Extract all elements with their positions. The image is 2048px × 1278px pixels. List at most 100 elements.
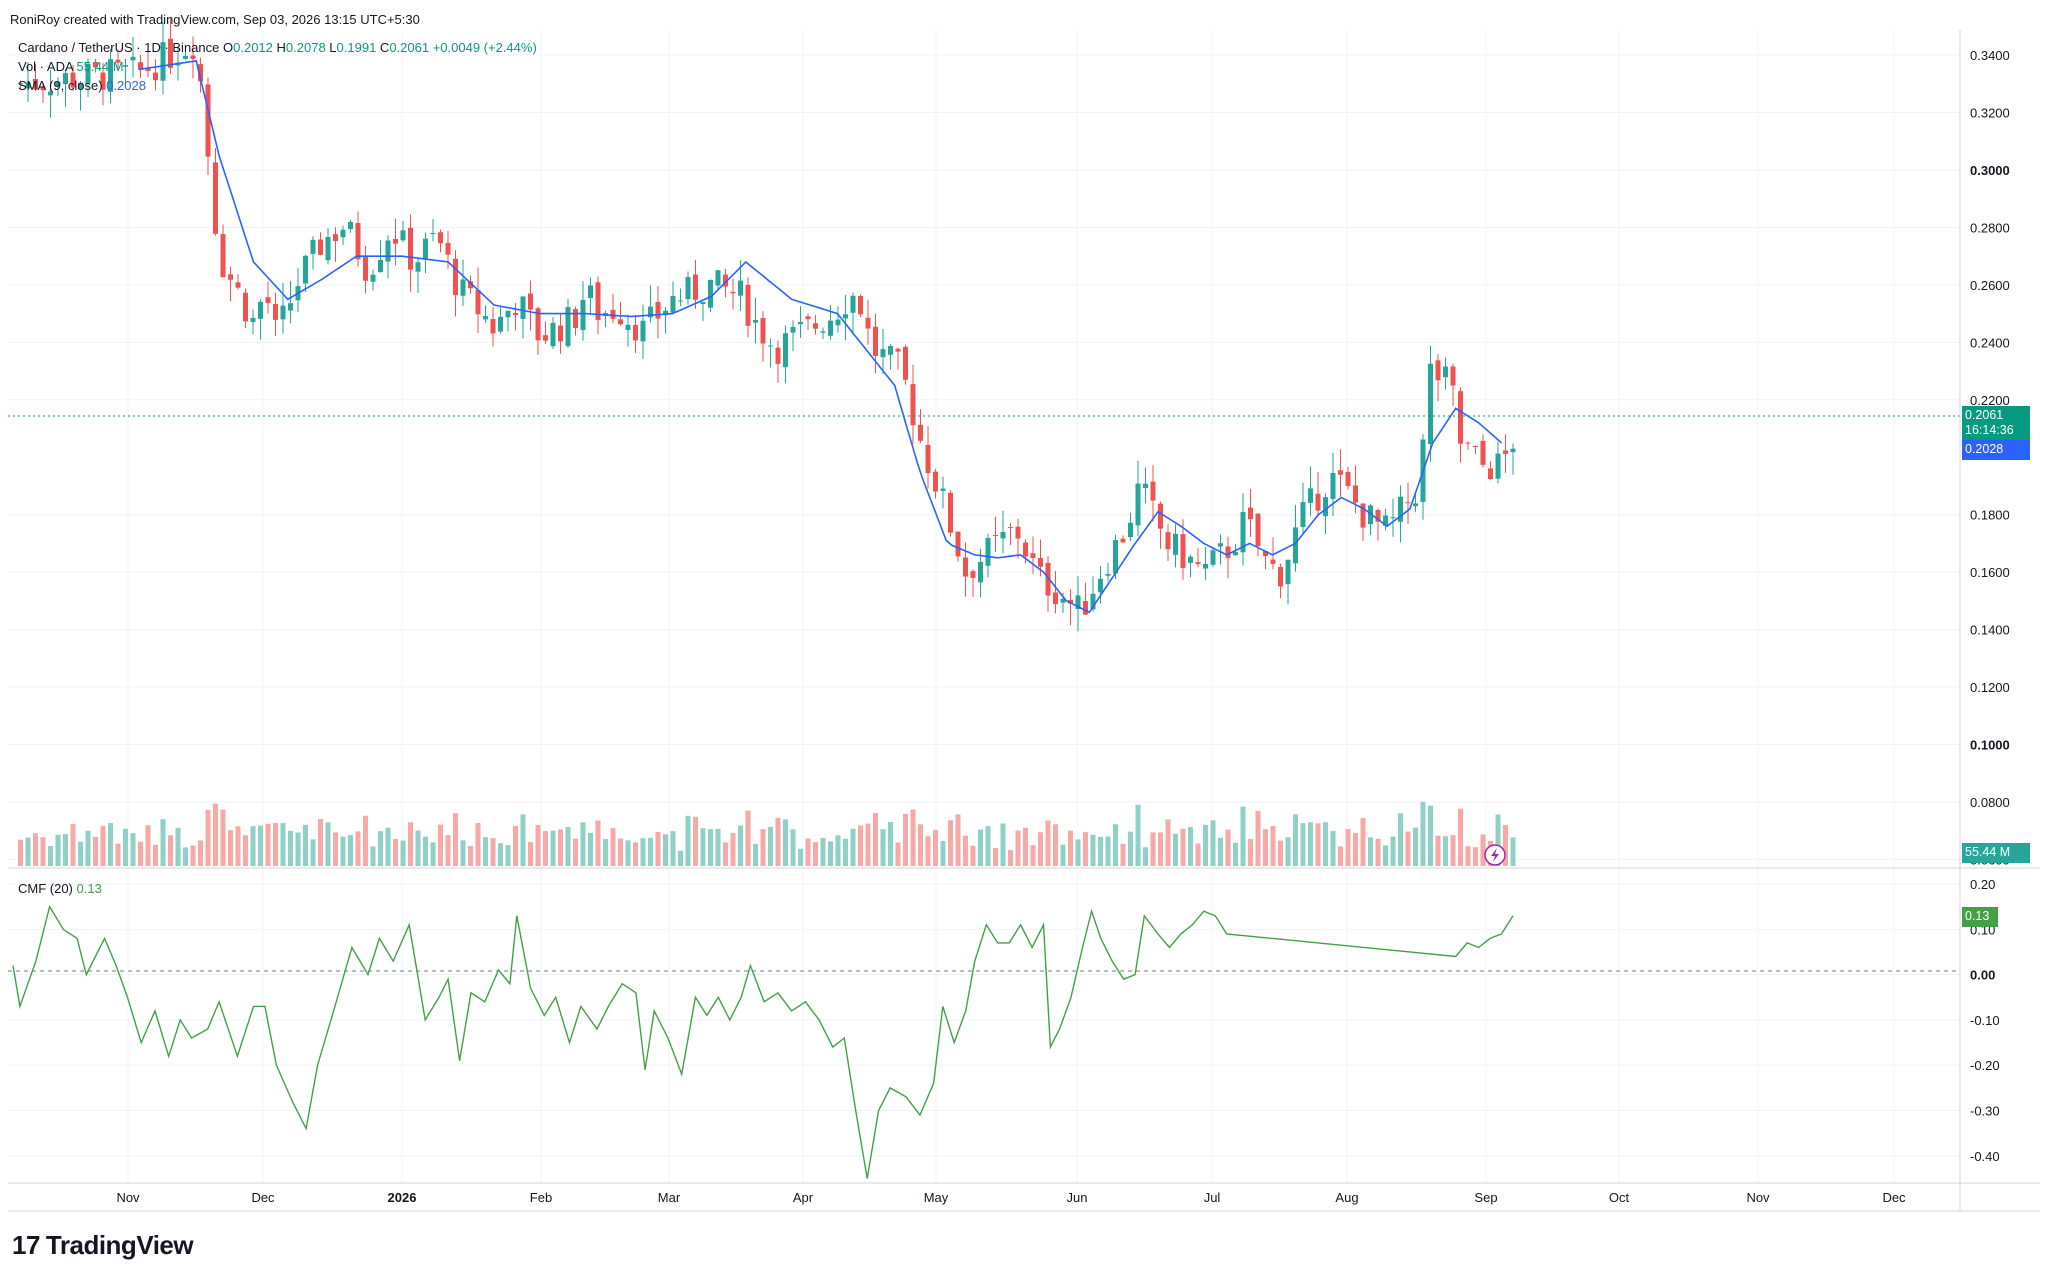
volume-bar bbox=[865, 823, 871, 866]
volume-bar bbox=[483, 837, 488, 866]
candle-body bbox=[1030, 553, 1036, 559]
volume-bar bbox=[400, 840, 406, 866]
candle-body bbox=[333, 234, 338, 241]
candle-body bbox=[1045, 562, 1051, 596]
sma-legend[interactable]: SMA (9, close) 0.2028 bbox=[18, 78, 146, 93]
candle-body bbox=[768, 345, 773, 347]
candle-body bbox=[303, 255, 308, 284]
volume-bar bbox=[550, 830, 556, 866]
volume-bar bbox=[1368, 837, 1373, 866]
candle-body bbox=[310, 239, 316, 254]
candle-body bbox=[535, 308, 541, 341]
volume-bar bbox=[1330, 830, 1336, 866]
chart-grid bbox=[8, 30, 1960, 1183]
volume-bar bbox=[730, 832, 736, 866]
volume-bar bbox=[1285, 837, 1291, 866]
volume-bar bbox=[385, 827, 391, 866]
candle-body bbox=[1173, 533, 1178, 555]
symbol-legend[interactable]: Cardano / TetherUS · 1D · Binance O0.201… bbox=[18, 40, 537, 55]
candle-body bbox=[153, 72, 158, 81]
candle-body bbox=[985, 538, 991, 566]
high-value: 0.2078 bbox=[285, 40, 326, 55]
lightning-icon[interactable] bbox=[1484, 844, 1506, 866]
candle-body bbox=[783, 333, 788, 368]
volume-bar bbox=[378, 831, 383, 866]
candle-body bbox=[18, 83, 23, 85]
price-tick-label: 0.1200 bbox=[1970, 680, 2010, 695]
volume-bar bbox=[543, 831, 548, 866]
volume-bar bbox=[558, 829, 563, 866]
candle-body bbox=[1495, 453, 1501, 479]
candle-body bbox=[955, 531, 961, 557]
candle-body bbox=[1300, 502, 1306, 528]
candle-body bbox=[918, 424, 923, 441]
candle-body bbox=[520, 296, 526, 319]
volume-bar bbox=[1255, 810, 1261, 866]
current-price-value: 0.2061 bbox=[1965, 408, 2004, 422]
candle-body bbox=[250, 317, 256, 323]
candle-body bbox=[505, 310, 511, 318]
cmf-tick-label: 0.20 bbox=[1970, 877, 1995, 892]
volume-bar bbox=[415, 830, 421, 866]
volume-legend[interactable]: Vol · ADA 55.44 M bbox=[18, 59, 124, 74]
volume-bar bbox=[535, 824, 541, 866]
candle-body bbox=[1443, 366, 1448, 378]
volume-bar bbox=[693, 816, 698, 866]
tradingview-logo-mark: 17 bbox=[12, 1230, 40, 1260]
price-tick-label: 0.2400 bbox=[1970, 335, 2010, 350]
volume-bar bbox=[1465, 846, 1471, 866]
volume-bar bbox=[708, 829, 713, 866]
volume-bar bbox=[70, 823, 76, 866]
price-tick-label: 0.1000 bbox=[1970, 737, 2010, 752]
volume-bar bbox=[843, 838, 848, 866]
candle-body bbox=[1330, 473, 1336, 499]
candle-body bbox=[588, 285, 593, 299]
candle-body bbox=[1210, 550, 1216, 565]
volume-bar bbox=[40, 837, 46, 866]
cmf-line bbox=[12, 904, 1514, 1179]
candle-body bbox=[1405, 502, 1411, 504]
candle-body bbox=[145, 67, 151, 72]
volume-bar bbox=[1263, 829, 1268, 866]
candle-body bbox=[663, 310, 668, 316]
volume-bar bbox=[228, 830, 233, 866]
volume-bar bbox=[340, 836, 346, 866]
volume-bar bbox=[1480, 834, 1486, 866]
candle-body bbox=[460, 279, 466, 296]
cmf-legend[interactable]: CMF (20) 0.13 bbox=[18, 881, 102, 896]
volume-bar bbox=[1195, 843, 1201, 866]
candle-body bbox=[820, 331, 826, 333]
candle-body bbox=[1008, 527, 1013, 529]
volume-bar bbox=[1030, 845, 1036, 866]
candle-body bbox=[685, 277, 691, 300]
candle-body bbox=[490, 318, 496, 334]
candle-body bbox=[1233, 552, 1238, 556]
candle-body bbox=[1225, 546, 1231, 559]
volume-bar bbox=[295, 832, 301, 866]
candle-body bbox=[1398, 496, 1403, 522]
candle-body bbox=[753, 320, 758, 323]
time-tick-label: Feb bbox=[530, 1190, 552, 1205]
time-tick-label: Apr bbox=[793, 1190, 814, 1205]
volume-bar bbox=[1173, 833, 1178, 866]
symbol-name[interactable]: Cardano / TetherUS · 1D · Binance bbox=[18, 40, 220, 55]
volume-bar bbox=[678, 850, 683, 866]
volume-bar bbox=[280, 823, 286, 866]
volume-tag: 55.44 M bbox=[1962, 843, 2030, 863]
low-label: L bbox=[329, 40, 337, 55]
volume-bar bbox=[445, 835, 451, 866]
volume-bar bbox=[430, 842, 436, 866]
tradingview-logo[interactable]: 17 TradingView bbox=[12, 1230, 194, 1261]
candle-body bbox=[1000, 531, 1006, 539]
volume-bar bbox=[1240, 806, 1246, 866]
volume-bar bbox=[1090, 834, 1096, 866]
volume-bar bbox=[1105, 836, 1111, 866]
volume-bar bbox=[1068, 830, 1073, 866]
candle-body bbox=[400, 230, 406, 241]
volume-bar bbox=[603, 839, 608, 866]
candle-body bbox=[513, 313, 518, 316]
volume-bar bbox=[1000, 823, 1006, 866]
volume-bar bbox=[783, 819, 788, 866]
volume-bar bbox=[970, 845, 976, 866]
